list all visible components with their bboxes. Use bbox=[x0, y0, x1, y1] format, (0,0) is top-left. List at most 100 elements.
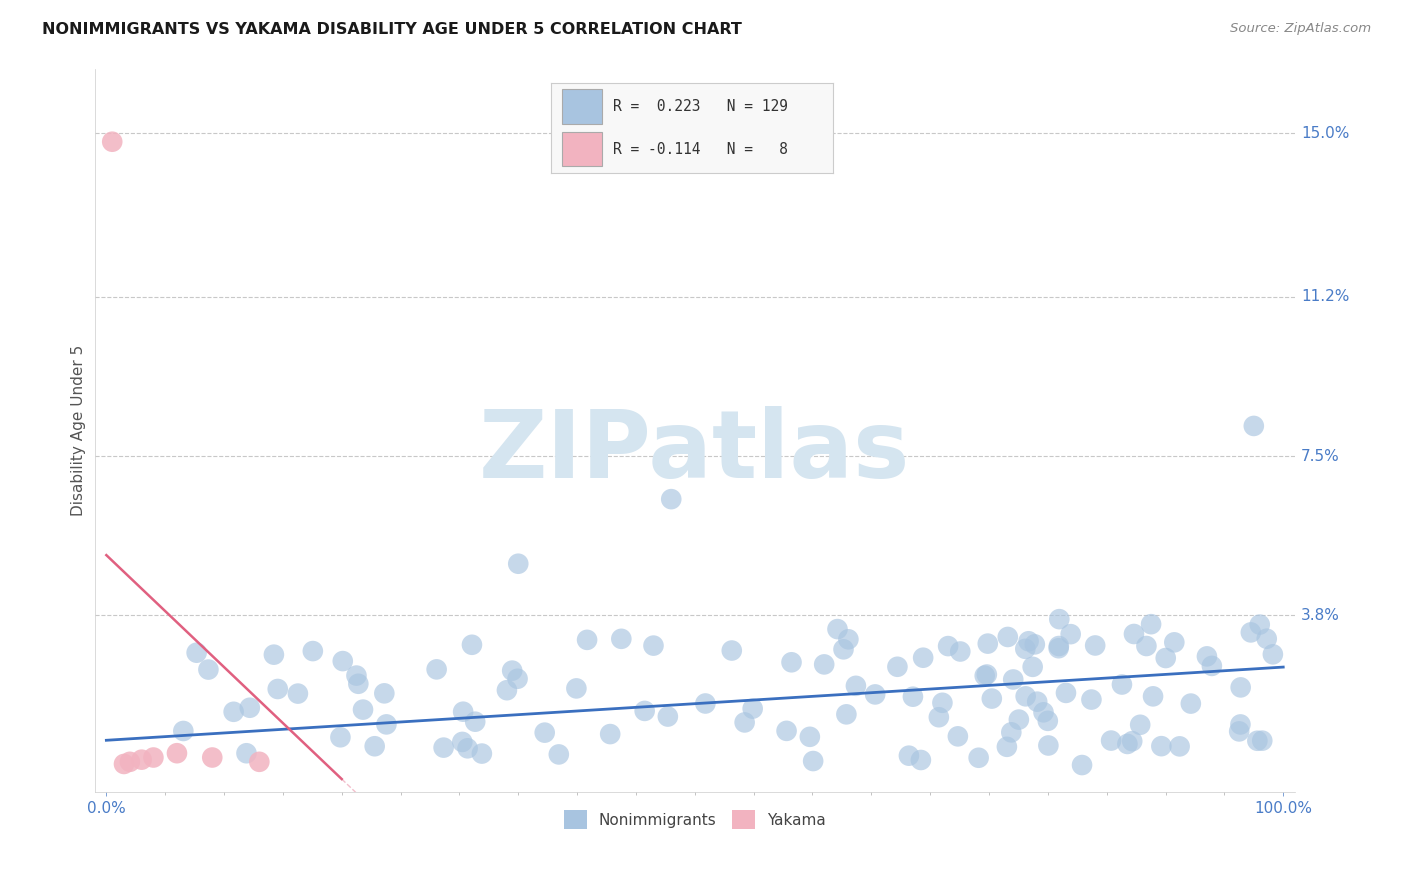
Point bbox=[186, 646, 208, 660]
Point bbox=[886, 660, 908, 674]
Point bbox=[977, 637, 1000, 651]
Point bbox=[329, 731, 352, 745]
Point bbox=[897, 748, 920, 763]
Point bbox=[1021, 660, 1043, 674]
Point bbox=[799, 730, 821, 744]
Point bbox=[801, 754, 824, 768]
Point bbox=[496, 683, 519, 698]
Point bbox=[967, 751, 990, 765]
Point bbox=[931, 696, 953, 710]
Point bbox=[835, 707, 858, 722]
Point bbox=[901, 690, 924, 704]
Point bbox=[142, 750, 165, 764]
Legend: Nonimmigrants, Yakama: Nonimmigrants, Yakama bbox=[558, 804, 832, 835]
Point bbox=[352, 703, 374, 717]
Point bbox=[172, 723, 194, 738]
Point bbox=[949, 644, 972, 658]
Point bbox=[1135, 639, 1157, 653]
Point bbox=[643, 639, 665, 653]
Point bbox=[1163, 635, 1185, 649]
Point bbox=[610, 632, 633, 646]
Point bbox=[1240, 625, 1263, 640]
Point bbox=[1243, 419, 1265, 434]
Point bbox=[1201, 659, 1223, 673]
Point bbox=[1080, 692, 1102, 706]
Point bbox=[995, 739, 1018, 754]
Point bbox=[101, 135, 124, 149]
Point bbox=[451, 735, 474, 749]
Point bbox=[373, 686, 395, 700]
Point bbox=[1249, 617, 1271, 632]
Point bbox=[1036, 714, 1059, 728]
Point bbox=[1168, 739, 1191, 754]
Point bbox=[976, 667, 998, 681]
Text: NONIMMIGRANTS VS YAKAMA DISABILITY AGE UNDER 5 CORRELATION CHART: NONIMMIGRANTS VS YAKAMA DISABILITY AGE U… bbox=[42, 22, 742, 37]
Point bbox=[197, 663, 219, 677]
Point bbox=[1000, 725, 1022, 739]
Point bbox=[827, 622, 849, 636]
Point bbox=[464, 714, 486, 729]
Point bbox=[506, 672, 529, 686]
Text: 15.0%: 15.0% bbox=[1301, 126, 1350, 141]
Point bbox=[533, 725, 555, 739]
Point bbox=[912, 650, 935, 665]
Point bbox=[1195, 649, 1218, 664]
Point bbox=[1251, 733, 1274, 747]
Point bbox=[780, 655, 803, 669]
Point bbox=[287, 687, 309, 701]
Point bbox=[461, 638, 484, 652]
Point bbox=[565, 681, 588, 696]
Point bbox=[659, 492, 682, 507]
Point bbox=[936, 639, 959, 653]
Point bbox=[263, 648, 285, 662]
Point bbox=[1099, 733, 1122, 747]
Point bbox=[1180, 697, 1202, 711]
Point bbox=[634, 704, 657, 718]
Point bbox=[1229, 681, 1251, 695]
Point bbox=[910, 753, 932, 767]
Point bbox=[1140, 617, 1163, 632]
Point bbox=[1150, 739, 1173, 753]
Point bbox=[946, 730, 969, 744]
Point bbox=[301, 644, 323, 658]
Point bbox=[997, 630, 1019, 644]
Point bbox=[734, 715, 756, 730]
Point bbox=[433, 740, 456, 755]
Point bbox=[239, 700, 262, 714]
Point bbox=[346, 668, 368, 682]
Point bbox=[501, 664, 523, 678]
Point bbox=[1261, 648, 1284, 662]
Point bbox=[118, 755, 141, 769]
Point bbox=[112, 756, 135, 771]
Point bbox=[1116, 737, 1139, 751]
Point bbox=[426, 662, 449, 676]
Point bbox=[1047, 639, 1070, 653]
Point bbox=[1154, 651, 1177, 665]
Point bbox=[1060, 627, 1083, 641]
Point bbox=[1123, 627, 1146, 641]
Point bbox=[1038, 739, 1060, 753]
Point bbox=[1014, 641, 1036, 656]
Point bbox=[1008, 713, 1031, 727]
Point bbox=[973, 669, 995, 683]
Point bbox=[267, 681, 290, 696]
Point bbox=[1002, 673, 1025, 687]
Point bbox=[347, 677, 370, 691]
Point bbox=[508, 557, 530, 571]
Point bbox=[741, 701, 763, 715]
Point bbox=[332, 654, 354, 668]
Point bbox=[457, 741, 479, 756]
Point bbox=[928, 710, 950, 724]
Point bbox=[845, 679, 868, 693]
Point bbox=[695, 697, 717, 711]
Point bbox=[813, 657, 835, 672]
Point bbox=[375, 717, 398, 731]
Point bbox=[832, 642, 855, 657]
Point bbox=[131, 753, 153, 767]
Point bbox=[863, 687, 886, 701]
Point bbox=[1227, 724, 1250, 739]
Point bbox=[1111, 677, 1133, 691]
Point bbox=[1129, 718, 1152, 732]
Point bbox=[235, 746, 257, 760]
Point bbox=[1229, 717, 1251, 731]
